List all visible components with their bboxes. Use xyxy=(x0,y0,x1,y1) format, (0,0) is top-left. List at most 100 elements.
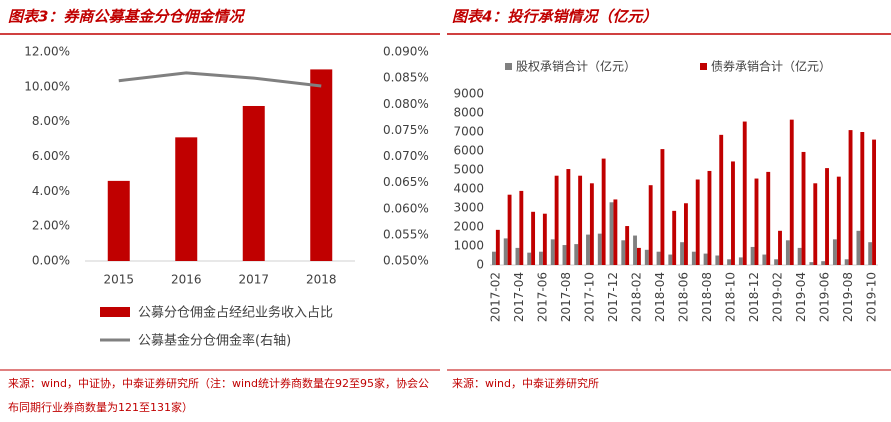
source-note: 来源：wind，中泰证券研究所 xyxy=(452,377,600,390)
bar xyxy=(491,251,496,265)
bar xyxy=(495,229,500,265)
bar xyxy=(813,183,818,265)
y-tick-label: 8.00% xyxy=(32,114,70,128)
bar xyxy=(648,185,653,265)
legend-label: 债券承销合计（亿元） xyxy=(711,59,831,74)
bar xyxy=(797,247,802,265)
bar xyxy=(707,170,712,265)
bar xyxy=(310,69,333,262)
y-tick-label: 12.00% xyxy=(24,45,70,59)
bar xyxy=(872,139,877,265)
legend-label: 公募基金分仓佣金率(右轴) xyxy=(138,333,291,349)
bar xyxy=(644,249,649,265)
y-tick-label: 5000 xyxy=(453,163,484,177)
legend-swatch xyxy=(100,307,130,317)
x-tick-label: 2018-02 xyxy=(629,272,643,322)
x-tick-label: 2018-06 xyxy=(677,272,691,322)
source-note: 来源：wind，中证协，中泰证券研究所（注：wind统计券商数量在92至95家，… xyxy=(8,377,430,414)
y-tick-label: 2.00% xyxy=(32,219,70,233)
y-tick-label: 9000 xyxy=(453,87,484,101)
y-tick-label: 0 xyxy=(476,258,484,272)
x-tick-label: 2017-12 xyxy=(606,272,620,322)
bar xyxy=(766,171,771,265)
bar xyxy=(562,245,567,265)
y-tick-label: 4000 xyxy=(453,182,484,196)
legend-swatch xyxy=(505,63,512,70)
bar xyxy=(801,151,806,265)
bar xyxy=(554,175,559,265)
legend-label: 股权承销合计（亿元） xyxy=(516,59,636,74)
bar xyxy=(684,203,688,265)
bar xyxy=(660,149,665,265)
bar xyxy=(609,202,614,265)
bar xyxy=(715,255,720,265)
bar xyxy=(578,175,583,265)
bar xyxy=(542,213,547,265)
x-tick-label: 2019-02 xyxy=(771,272,785,322)
y-tick-label: 6.00% xyxy=(32,149,70,163)
bar xyxy=(844,259,849,265)
bar xyxy=(107,180,130,261)
bar xyxy=(656,251,661,265)
bar xyxy=(750,246,755,265)
bar xyxy=(731,161,735,265)
bar xyxy=(515,247,520,265)
y2-tick-label: 0.055% xyxy=(383,227,429,241)
y2-tick-label: 0.060% xyxy=(383,201,429,215)
x-tick-label: 2017-04 xyxy=(512,272,526,322)
bar xyxy=(789,119,794,266)
x-tick-label: 2015 xyxy=(103,273,134,287)
bar xyxy=(672,210,677,265)
y2-tick-label: 0.080% xyxy=(383,97,429,111)
x-tick-label: 2018-12 xyxy=(747,272,761,322)
y-tick-label: 10.00% xyxy=(24,79,70,93)
x-tick-label: 2018-08 xyxy=(700,272,714,322)
bar xyxy=(527,252,532,265)
bar xyxy=(778,230,782,265)
bar xyxy=(613,199,618,265)
line xyxy=(118,71,322,88)
bar xyxy=(754,178,759,265)
x-tick-label: 2016 xyxy=(171,273,202,287)
x-tick-label: 2019-10 xyxy=(865,272,879,322)
x-tick-label: 2018-10 xyxy=(724,272,738,322)
bar xyxy=(503,238,508,265)
bar xyxy=(519,190,524,265)
bar xyxy=(636,247,641,265)
y-tick-label: 8000 xyxy=(453,106,484,120)
bar xyxy=(550,239,555,265)
chart-title: 图表3：券商公募基金分仓佣金情况 xyxy=(8,8,245,26)
bar xyxy=(668,254,673,265)
y2-tick-label: 0.075% xyxy=(383,123,429,137)
legend-label: 公募分仓佣金占经纪业务收入占比 xyxy=(138,305,333,321)
y-tick-label: 7000 xyxy=(453,125,484,139)
bar xyxy=(703,253,708,265)
y2-tick-label: 0.085% xyxy=(383,71,429,85)
x-tick-label: 2017-06 xyxy=(535,272,549,322)
y2-tick-label: 0.090% xyxy=(383,45,429,59)
bar xyxy=(762,254,767,265)
y2-tick-label: 0.050% xyxy=(383,254,429,268)
bar xyxy=(825,168,829,265)
bar xyxy=(586,234,590,265)
bar xyxy=(860,132,865,265)
bar xyxy=(727,259,732,265)
bar xyxy=(175,137,198,261)
y-tick-label: 6000 xyxy=(453,144,484,158)
bar xyxy=(785,240,790,265)
bar xyxy=(832,239,837,265)
bar xyxy=(539,251,543,265)
bar xyxy=(868,242,873,265)
x-tick-label: 2017-08 xyxy=(559,272,573,322)
bar xyxy=(566,169,571,265)
bar xyxy=(589,183,594,265)
bar xyxy=(856,230,861,265)
y-tick-label: 0.00% xyxy=(32,254,70,268)
x-tick-label: 2018 xyxy=(306,273,337,287)
x-tick-label: 2017-02 xyxy=(488,272,502,322)
x-tick-label: 2017 xyxy=(238,273,269,287)
x-tick-label: 2018-04 xyxy=(653,272,667,322)
chart-title: 图表4：投行承销情况（亿元） xyxy=(452,8,657,26)
